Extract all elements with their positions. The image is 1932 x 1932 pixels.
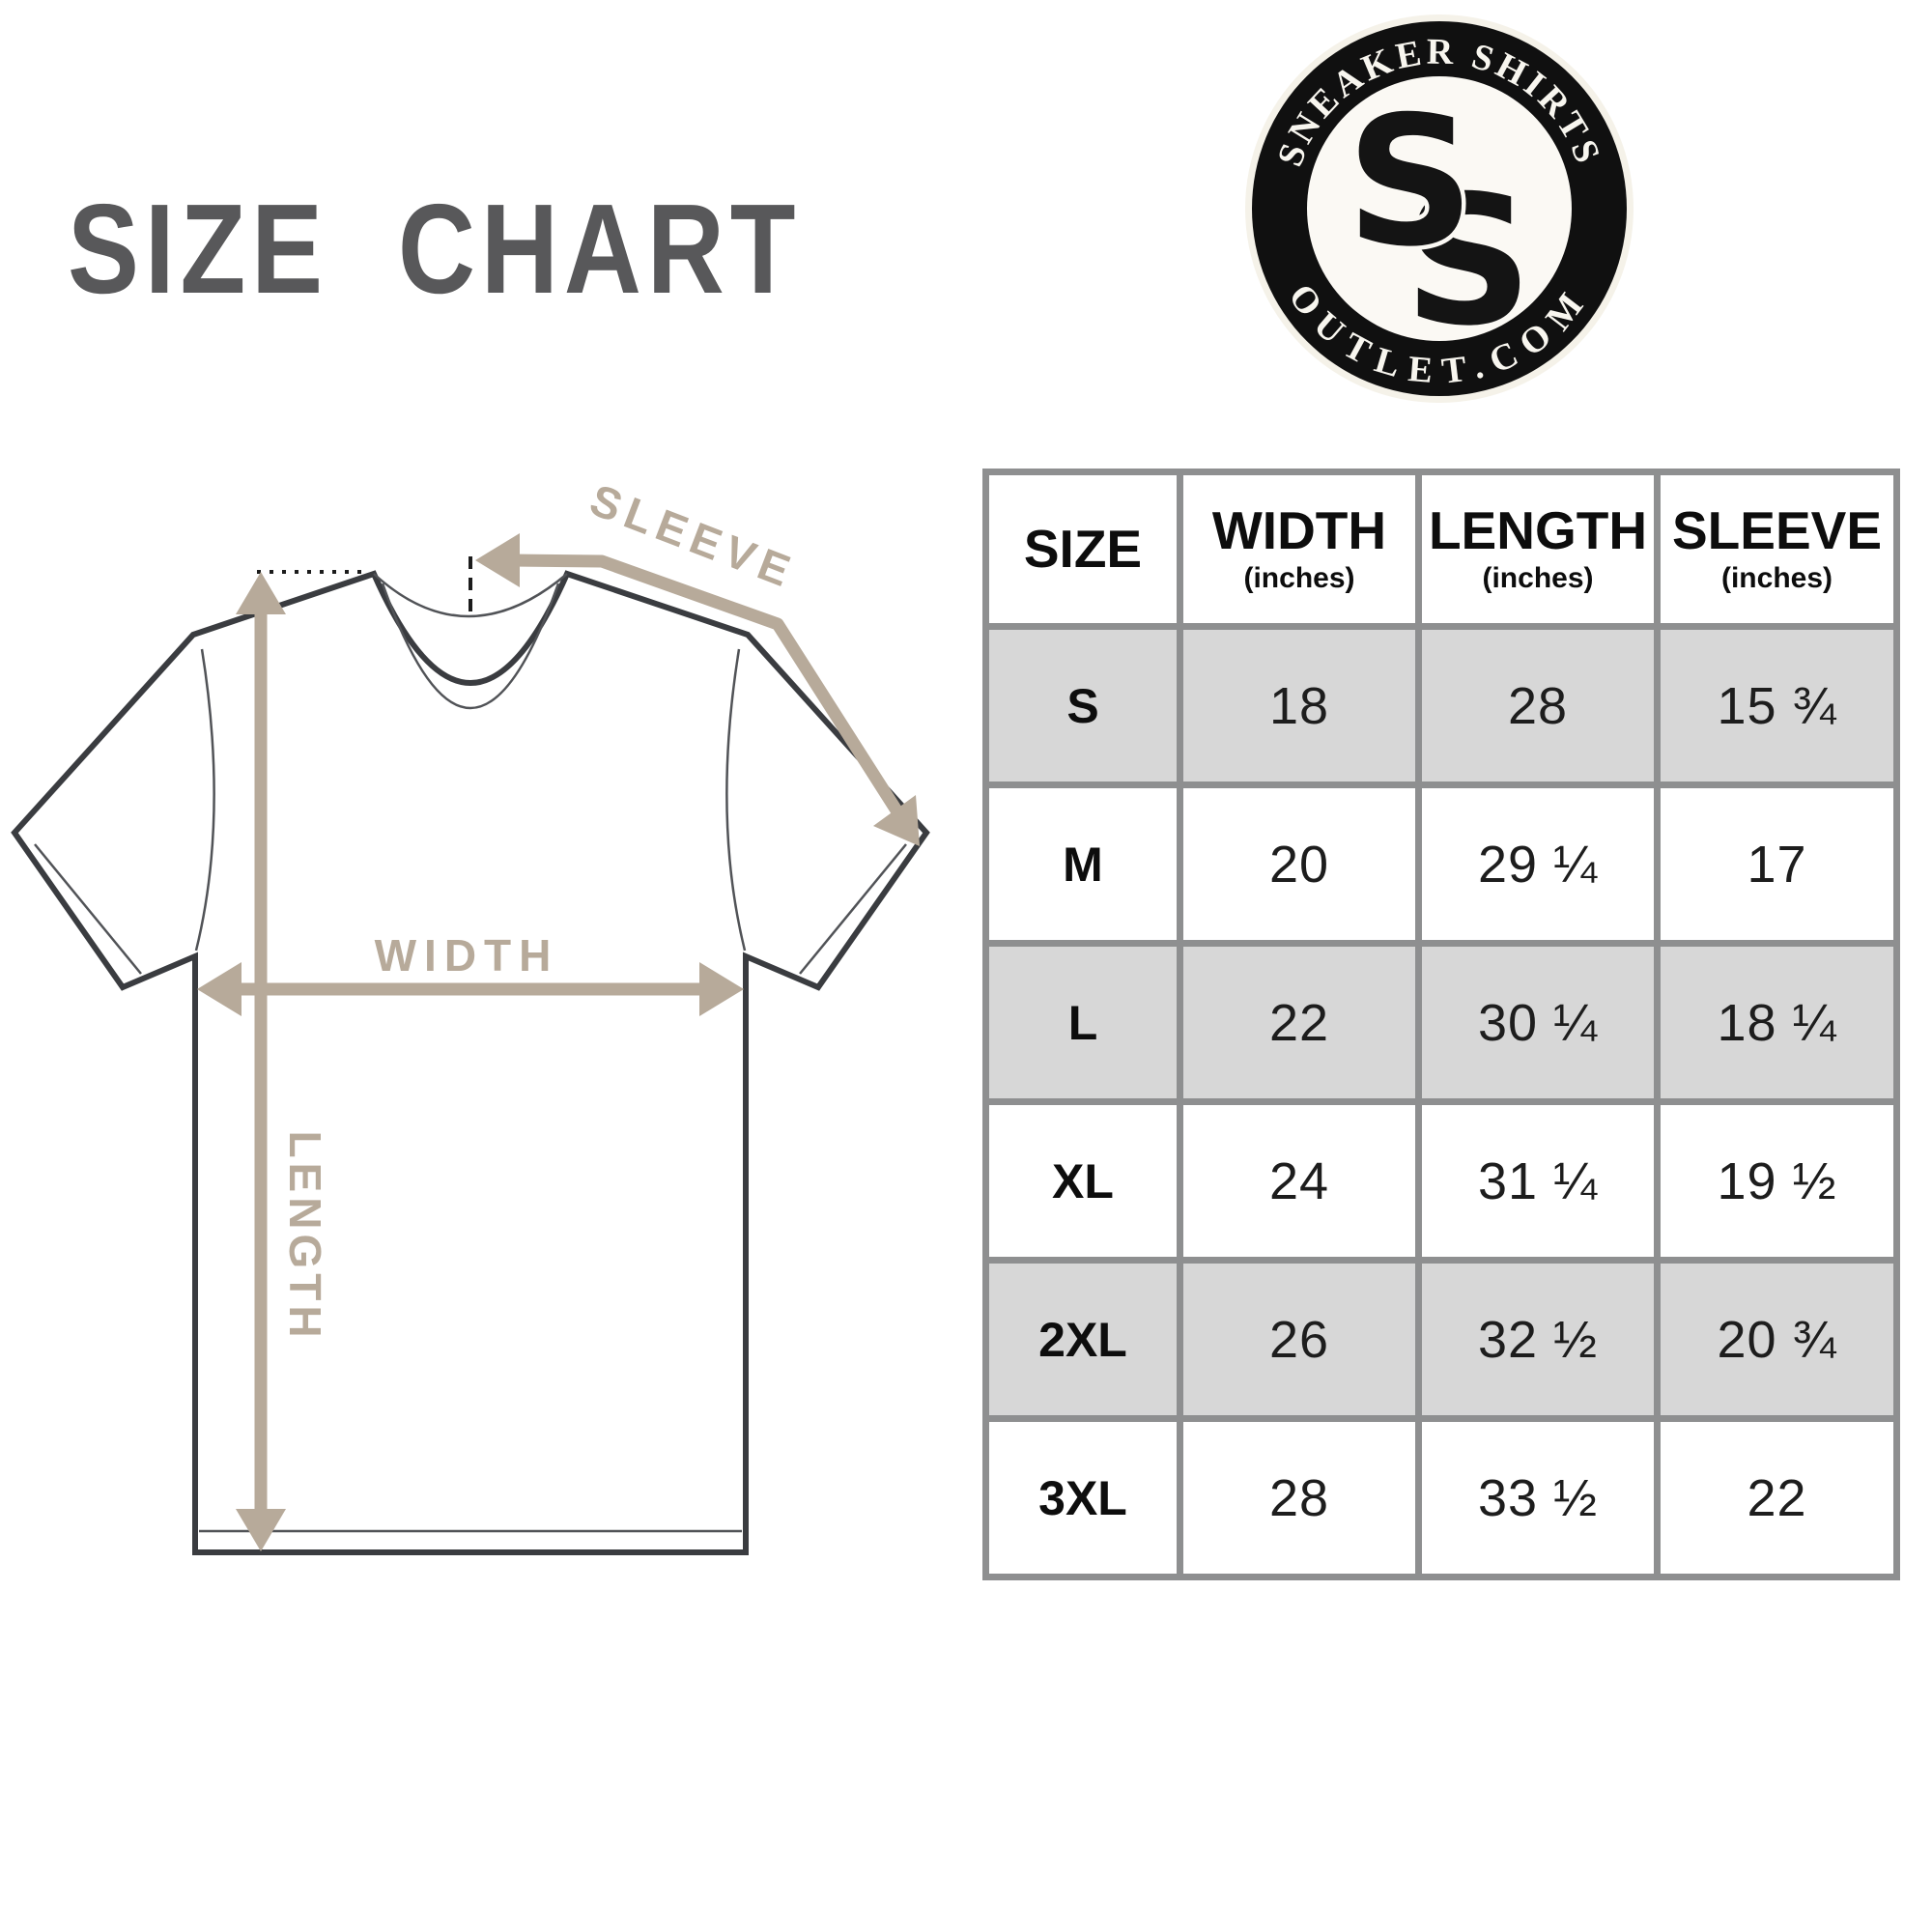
length-cell: 31 ¼ [1415,1098,1661,1264]
length-cell: 30 ¼ [1415,940,1661,1105]
header-sleeve-unit: (inches) [1720,561,1833,594]
size-cell: XL [982,1098,1183,1264]
size-table: SIZE WIDTH (inches) LENGTH (inches) SLEE… [982,469,1900,1580]
monogram-s-right: S [1404,156,1532,365]
length-arrow [236,572,286,1551]
sleeve-cell: 18 ¼ [1654,940,1900,1105]
length-cell: 32 ½ [1415,1257,1661,1422]
header-length: LENGTH (inches) [1415,469,1661,630]
monogram-s-left: S [1346,77,1474,286]
brand-logo: SNEAKER SHIRTS OUTLET.COM S S [1245,14,1634,403]
size-cell: 2XL [982,1257,1183,1422]
tshirt-diagram: WIDTH LENGTH SLEEVE [11,474,930,1555]
header-sleeve-label: SLEEVE [1671,500,1883,561]
width-cell: 22 [1177,940,1422,1105]
size-table-row: M 20 29 ¼ 17 [982,781,1900,947]
size-table-row: L 22 30 ¼ 18 ¼ [982,940,1900,1105]
logo-inner-disc [1307,76,1572,341]
sleeve-cell: 20 ¾ [1654,1257,1900,1422]
width-label: WIDTH [375,930,559,980]
sleeve-cell: 15 ¾ [1654,623,1900,788]
size-cell: 3XL [982,1415,1183,1580]
size-table-body: S 18 28 15 ¾ M 20 29 ¼ 17 L 22 30 ¼ 18 ¼… [982,623,1900,1580]
header-width: WIDTH (inches) [1177,469,1422,630]
width-cell: 26 [1177,1257,1422,1422]
width-arrow [197,962,744,1016]
size-table-row: 3XL 28 33 ½ 22 [982,1415,1900,1580]
header-length-unit: (inches) [1482,561,1594,594]
size-table-row: XL 24 31 ¼ 19 ½ [982,1098,1900,1264]
size-cell: L [982,940,1183,1105]
logo-ss-monogram: S S [1342,73,1537,370]
tshirt-outline [11,570,930,1555]
length-cell: 33 ½ [1415,1415,1661,1580]
width-cell: 20 [1177,781,1422,947]
size-table-row: S 18 28 15 ¾ [982,623,1900,788]
size-table-row: 2XL 26 32 ½ 20 ¾ [982,1257,1900,1422]
header-size-label: SIZE [1023,518,1143,579]
sleeve-cell: 22 [1654,1415,1900,1580]
header-width-unit: (inches) [1243,561,1355,594]
header-sleeve: SLEEVE (inches) [1654,469,1900,630]
width-cell: 28 [1177,1415,1422,1580]
length-cell: 28 [1415,623,1661,788]
sleeve-cell: 17 [1654,781,1900,947]
width-cell: 18 [1177,623,1422,788]
sleeve-label: SLEEVE [583,474,803,599]
width-cell: 24 [1177,1098,1422,1264]
sleeve-cell: 19 ½ [1654,1098,1900,1264]
tshirt-detail-lines [34,573,907,1533]
length-label: LENGTH [280,1130,330,1342]
length-cell: 29 ¼ [1415,781,1661,947]
size-cell: M [982,781,1183,947]
sleeve-arrow [475,533,920,846]
header-width-label: WIDTH [1211,500,1387,561]
header-length-label: LENGTH [1428,500,1648,561]
size-table-header: SIZE WIDTH (inches) LENGTH (inches) SLEE… [982,469,1900,630]
header-size: SIZE [982,469,1183,630]
page-title: SIZE CHART [68,178,802,320]
size-cell: S [982,623,1183,788]
